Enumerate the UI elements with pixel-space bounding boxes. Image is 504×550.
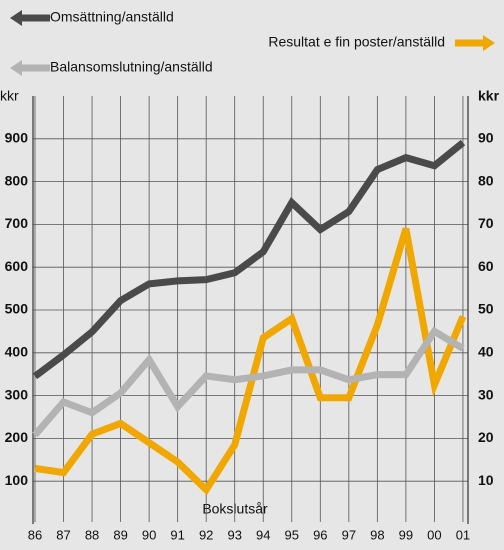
y-tick-label: 400: [5, 344, 29, 360]
y-axis-label: kkr: [0, 88, 19, 104]
y-tick-label: 500: [5, 301, 29, 317]
y2-tick-label: 20: [478, 429, 494, 445]
legend-arrow: [455, 35, 495, 51]
y2-tick-label: 80: [478, 172, 494, 188]
x-tick-label: 87: [56, 527, 70, 542]
y-tick-label: 900: [5, 130, 29, 146]
y2-tick-label: 60: [478, 258, 494, 274]
legend-arrow: [10, 10, 50, 26]
x-tick-label: 00: [427, 527, 441, 542]
y-tick-label: 700: [5, 215, 29, 231]
x-tick-label: 88: [85, 527, 99, 542]
series-line: [34, 227, 467, 496]
y2-tick-label: 10: [478, 472, 494, 488]
legend-label: Balansomslutning/anställd: [50, 59, 213, 75]
y-tick-label: 100: [5, 472, 29, 488]
y-tick-label: 600: [5, 258, 29, 274]
x-tick-label: 93: [227, 527, 241, 542]
x-tick-label: 91: [170, 527, 184, 542]
legend-label: Resultat e fin poster/anställd: [268, 34, 445, 50]
x-tick-label: 97: [342, 527, 356, 542]
legend-arrow: [10, 60, 50, 76]
series-line: [32, 326, 465, 438]
y2-tick-label: 50: [478, 301, 494, 317]
y-tick-label: 200: [5, 429, 29, 445]
x-tick-label: 95: [285, 527, 299, 542]
x-tick-label: 89: [113, 527, 127, 542]
x-tick-label: 98: [370, 527, 384, 542]
legend-label: Omsättning/anställd: [50, 9, 174, 25]
y-tick-label: 800: [5, 172, 29, 188]
y2-tick-label: 90: [478, 130, 494, 146]
x-tick-label: 94: [256, 527, 270, 542]
x-tick-label: 99: [399, 527, 413, 542]
series-line: [32, 139, 466, 380]
x-tick-label: 86: [28, 527, 42, 542]
y2-tick-label: 70: [478, 215, 494, 231]
y2-tick-label: 30: [478, 386, 494, 402]
y-tick-label: 300: [5, 386, 29, 402]
y2-axis-label: kkr: [478, 88, 500, 104]
x-tick-label: 90: [142, 527, 156, 542]
x-tick-label: 01: [456, 527, 470, 542]
x-axis-label: Bokslutsår: [202, 501, 268, 517]
y2-tick-label: 40: [478, 344, 494, 360]
x-tick-label: 96: [313, 527, 327, 542]
x-tick-label: 92: [199, 527, 213, 542]
